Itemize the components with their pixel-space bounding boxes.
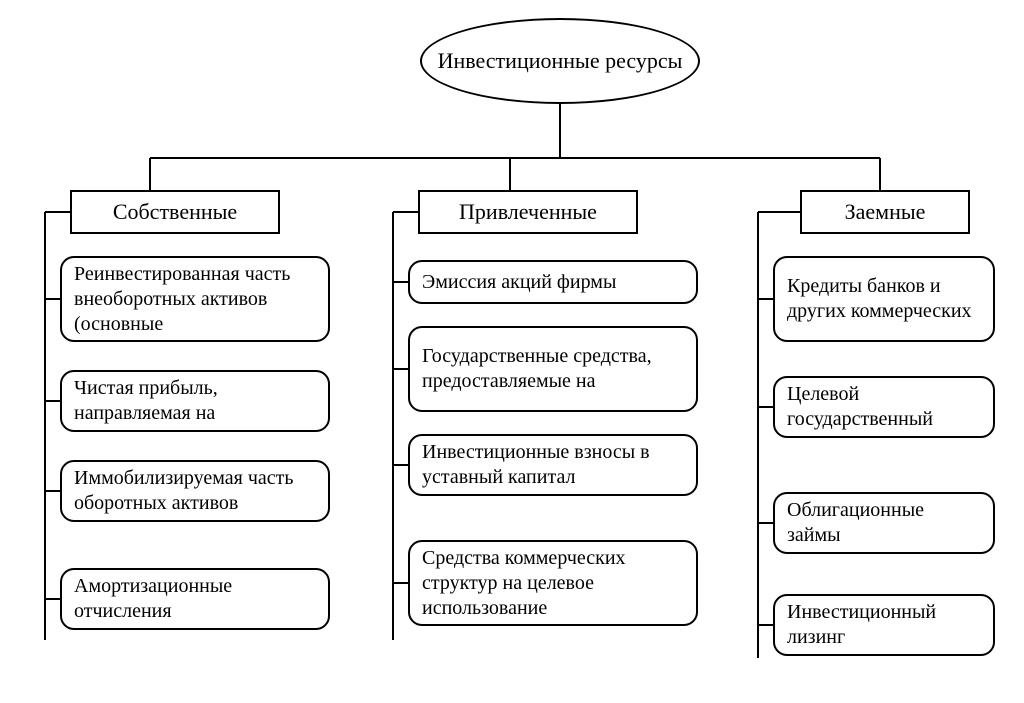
category-label: Привлеченные (459, 199, 597, 225)
category-box: Собственные (70, 190, 280, 234)
root-node: Инвестиционные ресурсы (420, 18, 700, 104)
category-label: Собственные (113, 199, 237, 225)
item-label: Реинвестированная часть внеоборотных акт… (74, 262, 316, 337)
category-box: Привлеченные (418, 190, 638, 234)
item-label: Амортизационные отчисления (74, 574, 316, 624)
item-label: Иммобилизируемая часть оборотных активов (74, 466, 316, 516)
item-label: Чистая прибыль, направляемая на (74, 376, 316, 426)
item-box: Инвестиционные взносы в уставный капитал (408, 434, 698, 496)
item-label: Инвестиционные взносы в уставный капитал (422, 440, 684, 490)
item-box: Инвестиционный лизинг (773, 594, 995, 656)
item-box: Иммобилизируемая часть оборотных активов (60, 460, 330, 522)
item-box: Чистая прибыль, направляемая на (60, 370, 330, 432)
item-box: Эмиссия акций фирмы (408, 260, 698, 304)
item-box: Кредиты банков и других коммерческих (773, 256, 995, 342)
item-box: Облигационные займы (773, 492, 995, 554)
item-box: Целевой государственный (773, 376, 995, 438)
item-box: Средства коммерческих структур на целево… (408, 540, 698, 626)
category-label: Заемные (845, 199, 926, 225)
item-box: Реинвестированная часть внеоборотных акт… (60, 256, 330, 342)
item-label: Эмиссия акций фирмы (422, 270, 616, 295)
item-label: Кредиты банков и других коммерческих (787, 274, 981, 324)
item-label: Средства коммерческих структур на целево… (422, 546, 684, 621)
item-label: Государственные средства, предоставляемы… (422, 344, 684, 394)
item-label: Инвестиционный лизинг (787, 600, 981, 650)
category-box: Заемные (800, 190, 970, 234)
item-label: Облигационные займы (787, 498, 981, 548)
root-label: Инвестиционные ресурсы (438, 48, 683, 74)
item-label: Целевой государственный (787, 382, 981, 432)
item-box: Амортизационные отчисления (60, 568, 330, 630)
item-box: Государственные средства, предоставляемы… (408, 326, 698, 412)
